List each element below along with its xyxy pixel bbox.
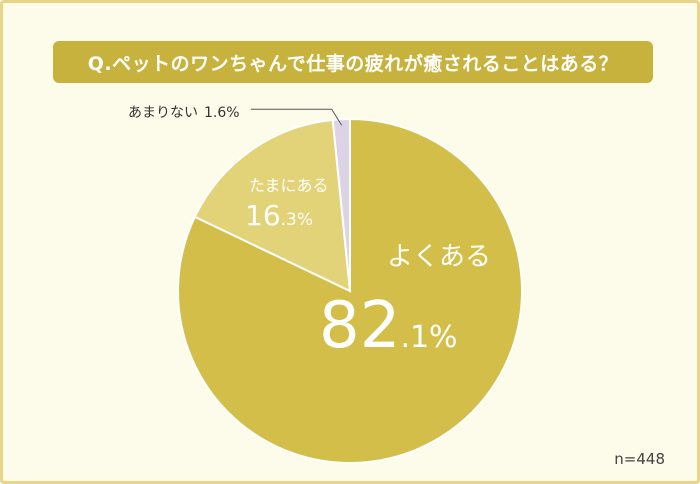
slice-label-sometimes: たまにある — [249, 176, 329, 195]
title-bar: Q.ペットのワンちゃんで仕事の疲れが癒されることはある？ — [53, 41, 653, 83]
pie-slices — [177, 117, 523, 464]
chart-title: Q.ペットのワンちゃんで仕事の疲れが癒されることはある？ — [87, 52, 619, 75]
callout-elbow-rarely — [251, 108, 343, 126]
pie-chart: よくある 82.1% たまにある 16.3% あまりない 1.6% — [128, 105, 523, 464]
slice-label-rarely: あまりない 1.6% — [128, 105, 240, 121]
pie-slice-sometimes — [193, 118, 352, 293]
slice-value-often: 82.1% — [319, 289, 458, 363]
slice-label-often: よくある — [387, 242, 491, 272]
sample-size: n=448 — [614, 450, 665, 468]
pie-slice-rarely — [331, 117, 351, 292]
slice-value-sometimes: 16.3% — [245, 199, 313, 232]
